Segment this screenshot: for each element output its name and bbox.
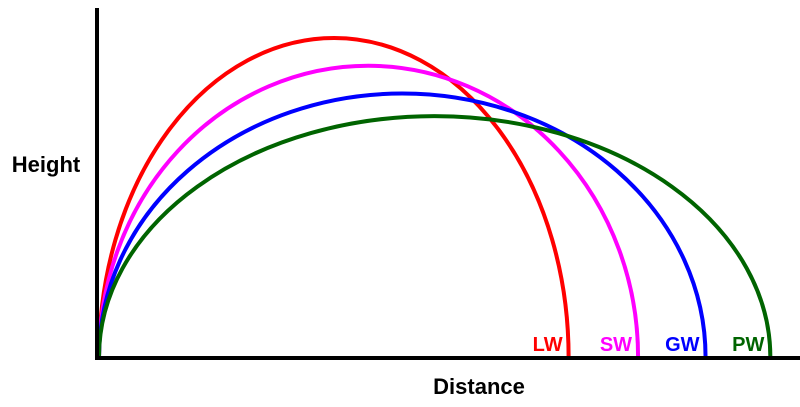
trajectory-gw [97,91,708,358]
trajectory-pw [97,114,773,358]
x-axis-label: Distance [433,374,525,399]
label-pw: PW [732,334,764,356]
label-sw: SW [600,334,632,356]
y-axis-label: Height [12,152,81,177]
trajectory-sw [97,63,641,358]
series-labels: LW SW GW PW [533,334,765,356]
trajectory-curves [97,35,773,358]
label-lw: LW [533,334,563,356]
trajectory-lw [97,35,571,358]
label-gw: GW [665,334,700,356]
